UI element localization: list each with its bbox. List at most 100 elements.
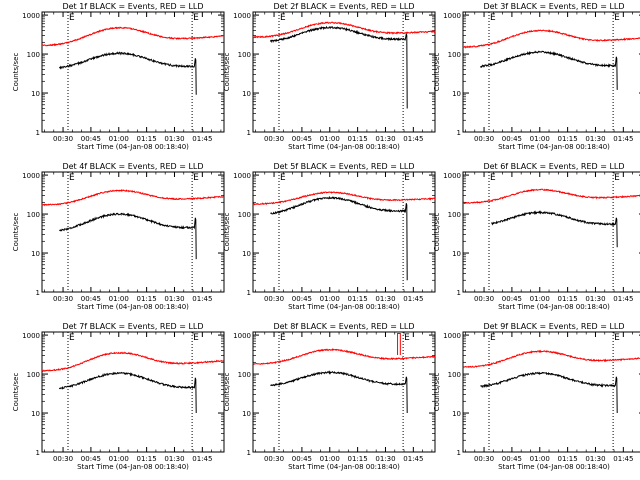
x-tick-label: 01:30 <box>164 135 184 143</box>
x-axis-label: Start Time (04-Jan-08 00:18:40) <box>498 463 610 471</box>
x-tick-label: 01:15 <box>348 295 368 303</box>
y-tick-label: 1000 <box>233 12 251 20</box>
y-axis-label: Counts/sec <box>12 213 20 252</box>
y-axis-label: Counts/sec <box>12 373 20 412</box>
chart-title: Det 1f BLACK = Events, RED = LLD <box>62 2 203 11</box>
y-tick-label: 10 <box>31 90 40 98</box>
x-axis-label: Start Time (04-Jan-08 00:18:40) <box>498 143 610 151</box>
lld-series-line <box>42 26 225 47</box>
y-tick-label: 1 <box>457 449 461 457</box>
y-tick-label: 1 <box>36 449 40 457</box>
event-start-marker: E <box>69 173 75 183</box>
x-tick-label: 01:45 <box>403 135 423 143</box>
x-tick-label: 00:30 <box>53 135 73 143</box>
plot-frame <box>462 331 640 453</box>
y-tick-label: 1000 <box>22 332 40 340</box>
chart-title: Det 4f BLACK = Events, RED = LLD <box>62 162 203 171</box>
event-start-marker: E <box>280 13 286 23</box>
x-tick-label: 01:15 <box>558 135 578 143</box>
x-tick-label: 00:45 <box>81 455 101 463</box>
x-axis-label: Start Time (04-Jan-08 00:18:40) <box>288 463 400 471</box>
x-tick-label: 01:45 <box>613 295 633 303</box>
x-tick-label: 00:30 <box>53 455 73 463</box>
y-tick-label: 10 <box>452 250 461 258</box>
event-start-marker: E <box>280 173 286 183</box>
x-tick-label: 00:45 <box>292 135 312 143</box>
x-tick-label: 01:30 <box>585 455 605 463</box>
events-series-line <box>491 210 618 248</box>
chart-panel-1: Det 1f BLACK = Events, RED = LLD 1 10 100 10… <box>12 2 225 151</box>
y-tick-label: 1 <box>457 129 461 137</box>
event-start-marker: E <box>69 13 75 23</box>
events-series-line <box>269 25 408 109</box>
lld-series-line <box>462 349 640 369</box>
y-axis-label: Counts/sec <box>223 53 231 92</box>
chart-title: Det 3f BLACK = Events, RED = LLD <box>483 2 624 11</box>
chart-panel-5: Det 5f BLACK = Events, RED = LLD 1 10 100 10… <box>223 162 436 311</box>
x-tick-label: 00:30 <box>264 135 284 143</box>
x-axis-label: Start Time (04-Jan-08 00:18:40) <box>77 143 189 151</box>
event-end-marker: E <box>404 333 410 343</box>
x-tick-label: 00:45 <box>502 135 522 143</box>
plot-frame <box>41 11 225 133</box>
x-tick-label: 01:00 <box>320 135 340 143</box>
lld-series-line <box>41 189 225 207</box>
x-tick-label: 01:15 <box>137 295 157 303</box>
x-tick-label: 01:30 <box>375 295 395 303</box>
x-tick-label: 01:30 <box>585 135 605 143</box>
events-series-line <box>58 371 197 414</box>
x-tick-label: 01:15 <box>558 295 578 303</box>
x-tick-label: 00:45 <box>292 295 312 303</box>
x-tick-label: 01:00 <box>530 455 550 463</box>
lld-series-line <box>252 21 436 39</box>
x-axis-label: Start Time (04-Jan-08 00:18:40) <box>288 143 400 151</box>
y-tick-label: 10 <box>242 410 251 418</box>
lld-series-line <box>252 348 436 365</box>
chart-panel-8: Det 8f BLACK = Events, RED = LLD 1 10 100 10… <box>223 322 436 471</box>
y-axis-label: Counts/sec <box>223 213 231 252</box>
y-tick-label: 1 <box>36 289 40 297</box>
x-tick-label: 01:00 <box>109 135 129 143</box>
y-axis-label: Counts/sec <box>12 53 20 92</box>
y-tick-label: 1000 <box>22 12 40 20</box>
y-tick-label: 1000 <box>443 172 461 180</box>
events-series-line <box>58 51 197 95</box>
plot-frame <box>41 331 225 453</box>
x-tick-label: 01:00 <box>109 455 129 463</box>
x-tick-label: 01:00 <box>320 295 340 303</box>
y-tick-label: 1 <box>247 449 251 457</box>
y-tick-label: 100 <box>27 211 40 219</box>
y-tick-label: 100 <box>27 51 40 59</box>
x-tick-label: 01:00 <box>109 295 129 303</box>
y-tick-label: 100 <box>238 51 251 59</box>
y-axis-label: Counts/sec <box>433 373 441 412</box>
chart-panel-9: Det 9f BLACK = Events, RED = LLD 1 10 100 10… <box>433 322 640 471</box>
y-tick-label: 100 <box>27 371 40 379</box>
x-tick-label: 01:30 <box>375 455 395 463</box>
events-series-line <box>270 195 408 281</box>
x-axis-label: Start Time (04-Jan-08 00:18:40) <box>77 303 189 311</box>
event-end-marker: E <box>404 173 410 183</box>
x-tick-label: 01:45 <box>613 455 633 463</box>
lld-series-line <box>252 191 436 206</box>
x-tick-label: 01:15 <box>137 135 157 143</box>
x-axis-label: Start Time (04-Jan-08 00:18:40) <box>77 463 189 471</box>
x-tick-label: 01:45 <box>613 135 633 143</box>
x-tick-label: 00:30 <box>264 295 284 303</box>
x-tick-label: 01:45 <box>192 455 212 463</box>
y-tick-label: 1000 <box>443 332 461 340</box>
y-tick-label: 100 <box>238 371 251 379</box>
chart-panel-7: Det 7f BLACK = Events, RED = LLD 1 10 100 10… <box>12 322 225 471</box>
plot-frame <box>41 171 225 293</box>
y-tick-label: 1000 <box>233 332 251 340</box>
x-tick-label: 01:30 <box>585 295 605 303</box>
event-end-marker: E <box>193 333 199 343</box>
y-axis-label: Counts/sec <box>433 213 441 252</box>
y-tick-label: 100 <box>238 211 251 219</box>
event-start-marker: E <box>69 333 75 343</box>
x-tick-label: 01:45 <box>403 455 423 463</box>
event-start-marker: E <box>490 13 496 23</box>
x-tick-label: 01:15 <box>348 135 368 143</box>
plot-frame <box>252 11 436 133</box>
